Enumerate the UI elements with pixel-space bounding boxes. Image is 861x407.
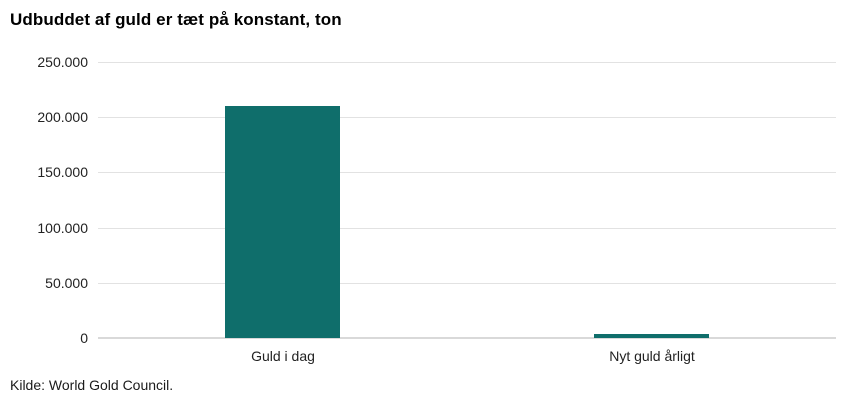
y-tick-label: 50.000 (45, 275, 88, 291)
x-axis-baseline (98, 337, 836, 339)
y-tick-label: 200.000 (37, 109, 88, 125)
x-category-label: Guld i dag (251, 348, 315, 364)
bar-guld-i-dag (225, 106, 340, 338)
gridline (98, 117, 836, 118)
plot-area (98, 62, 836, 339)
source-note: Kilde: World Gold Council. (10, 377, 174, 393)
bar-nyt-guld-rligt (594, 334, 709, 338)
y-tick-label: 100.000 (37, 220, 88, 236)
gridline (98, 283, 836, 284)
gridline (98, 172, 836, 173)
y-tick-label: 150.000 (37, 164, 88, 180)
chart-title: Udbuddet af guld er tæt på konstant, ton (10, 10, 342, 29)
gridline (98, 62, 836, 63)
y-tick-label: 0 (80, 330, 88, 346)
x-category-label: Nyt guld årligt (609, 348, 695, 364)
y-tick-label: 250.000 (37, 54, 88, 70)
gridline (98, 228, 836, 229)
